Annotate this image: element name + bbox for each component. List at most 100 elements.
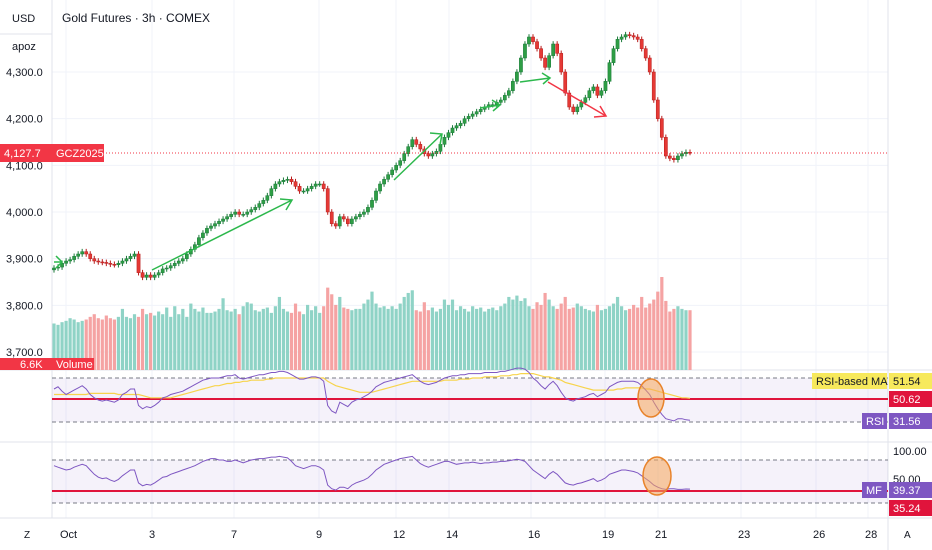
volume-bar bbox=[652, 299, 656, 370]
symbol-tag bbox=[52, 144, 104, 162]
volume-bar bbox=[390, 306, 394, 370]
volume-bar bbox=[450, 299, 455, 370]
volume-bar bbox=[664, 300, 668, 370]
volume-bar bbox=[112, 319, 116, 370]
price-tick-label: 4,300.0 bbox=[6, 67, 43, 79]
candle-body bbox=[249, 209, 254, 213]
candle-body bbox=[269, 188, 274, 196]
green-arrow-2 bbox=[151, 199, 293, 271]
auto-scale-button[interactable]: A bbox=[904, 530, 911, 541]
volume-bar bbox=[193, 308, 197, 370]
volume-bar bbox=[104, 315, 108, 370]
volume-bar bbox=[318, 312, 322, 370]
candle-body bbox=[426, 153, 431, 157]
volume-bar bbox=[402, 296, 406, 370]
candle-body bbox=[64, 260, 68, 264]
volume-bar bbox=[595, 304, 600, 370]
volume-bar bbox=[539, 304, 543, 370]
candle-body bbox=[515, 71, 519, 82]
candle-body bbox=[213, 223, 217, 227]
candle-body bbox=[92, 258, 97, 262]
candle-body bbox=[100, 261, 105, 264]
volume-bar bbox=[458, 306, 463, 370]
candle-body bbox=[643, 48, 648, 59]
volume-bar bbox=[587, 310, 591, 370]
candle-body bbox=[172, 263, 177, 266]
candle-body bbox=[229, 214, 233, 217]
candle-body bbox=[180, 258, 185, 262]
candle-body bbox=[241, 214, 246, 216]
volume-bar bbox=[495, 310, 499, 370]
volume-bar bbox=[92, 314, 96, 370]
volume-bar bbox=[475, 308, 479, 370]
candle-body bbox=[205, 228, 209, 234]
volume-bar bbox=[153, 315, 157, 370]
volume-bar bbox=[394, 308, 398, 370]
candle-body bbox=[676, 155, 680, 160]
volume-bar bbox=[161, 314, 165, 370]
volume-bar bbox=[330, 294, 334, 370]
zoom-button[interactable]: Z bbox=[24, 530, 30, 541]
volume-bar bbox=[233, 308, 237, 370]
price-axis[interactable]: 4,300.0 4,200.0 4,100.0 4,000.0 3,900.0 3,800… bbox=[6, 67, 43, 359]
volume-bar bbox=[648, 303, 652, 370]
green-arrow-1-head bbox=[55, 255, 64, 269]
volume-bar bbox=[434, 311, 439, 370]
volume-bar bbox=[382, 306, 386, 370]
candle-body bbox=[309, 186, 314, 189]
candle-body bbox=[108, 263, 113, 265]
rsi-ma-value-box bbox=[889, 373, 932, 389]
volume-bar bbox=[322, 306, 326, 370]
volume-value-tag bbox=[0, 358, 52, 370]
price-tick-label: 4,200.0 bbox=[6, 114, 43, 126]
price-tick-label: 3,900.0 bbox=[6, 254, 43, 266]
mf-circle-marker bbox=[642, 456, 672, 496]
volume-bar bbox=[173, 306, 177, 370]
candle-body bbox=[120, 260, 125, 264]
time-axis[interactable]: Oct 3 7 9 12 14 16 19 21 23 26 28 bbox=[60, 529, 877, 541]
candle-body bbox=[410, 139, 415, 147]
volume-bar bbox=[301, 314, 306, 370]
candle-body bbox=[366, 207, 370, 213]
volume-bar bbox=[342, 307, 346, 370]
candle-body bbox=[382, 179, 386, 185]
currency-label[interactable]: USD bbox=[12, 13, 35, 25]
volume-bar bbox=[640, 296, 644, 370]
volume-bar bbox=[370, 291, 374, 370]
volume-bar bbox=[426, 310, 430, 370]
candle-body bbox=[350, 218, 354, 224]
volume-bar bbox=[503, 303, 507, 370]
candle-body bbox=[136, 253, 141, 273]
volume-bar bbox=[406, 292, 410, 370]
volume-bar bbox=[511, 299, 515, 370]
time-tick-label: 19 bbox=[602, 529, 614, 541]
mf-label: MF bbox=[866, 485, 882, 497]
volume-bar bbox=[144, 314, 149, 370]
volume-bar bbox=[366, 299, 370, 370]
volume-bar bbox=[354, 308, 358, 370]
candle-body bbox=[52, 267, 56, 271]
volume-bar bbox=[257, 311, 261, 370]
volume-bar bbox=[563, 296, 567, 370]
volume-bar bbox=[273, 306, 277, 370]
volume-bar bbox=[567, 308, 571, 370]
candle-body bbox=[458, 123, 463, 126]
grid-lines bbox=[52, 0, 888, 518]
volume-bar bbox=[386, 308, 390, 370]
candle-body bbox=[197, 237, 201, 245]
volume-bar bbox=[305, 304, 310, 370]
volume-bar bbox=[531, 308, 535, 370]
candle-body bbox=[668, 155, 672, 159]
candle-body bbox=[285, 179, 290, 181]
candle-body bbox=[209, 225, 213, 229]
green-arrow-3-head bbox=[429, 132, 443, 146]
time-tick-label: 16 bbox=[528, 529, 540, 541]
volume-bar bbox=[128, 318, 133, 370]
volume-bar bbox=[527, 306, 531, 370]
volume-bar bbox=[334, 304, 338, 370]
volume-bar bbox=[418, 311, 422, 370]
volume-bar bbox=[680, 308, 684, 370]
candle-body bbox=[535, 41, 539, 49]
candle-body bbox=[321, 183, 326, 189]
